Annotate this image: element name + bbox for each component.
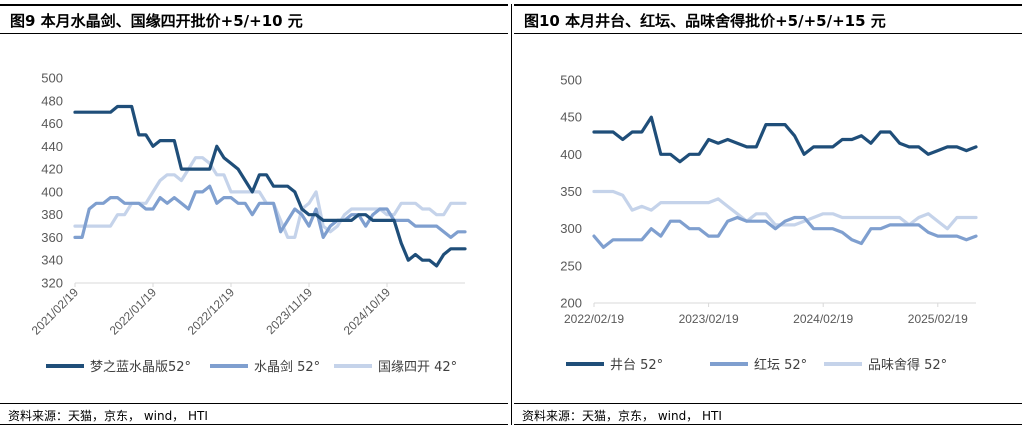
right-chart-title: 图10 本月井台、红坛、品味舍得批价+5/+5/+15 元 [524,12,886,30]
right-chart-panel: 图10 本月井台、红坛、品味舍得批价+5/+5/+15 元 200 250 300 3… [514,0,1022,429]
legend-label: 品味舍得 52° [868,357,947,373]
y-tick-label: 400 [560,147,582,162]
x-tick-label: 2023/11/19 [263,285,315,337]
series-line-0 [73,104,467,268]
left-source-text: 资料来源：天猫，京东， wind， HTI [8,409,208,423]
y-tick-label: 450 [560,110,582,125]
series-line-2 [592,189,978,231]
left-chart-panel: 图9 本月水晶剑、国缘四开批价+5/+10 元 320 340 360 380 400 4… [0,0,508,429]
x-tick-label: 2024/10/19 [341,285,394,338]
x-tick-label: 2024/02/19 [793,312,853,326]
y-tick-label: 440 [41,139,63,154]
y-tick-label: 200 [560,296,582,311]
y-tick-label: 480 [41,93,63,108]
left-chart: 320 340 360 380 400 420 440 460 480 500 2021/02/19… [29,71,467,375]
left-source-bar: 资料来源：天猫，京东， wind， HTI [0,403,508,425]
x-tick-label: 2021/02/19 [29,285,82,338]
y-tick-label: 500 [41,71,63,86]
x-tick-label: 2022/01/19 [107,285,160,338]
y-tick-label: 380 [41,207,63,222]
panel-divider [511,4,512,425]
x-tick-label: 2025/02/19 [908,312,968,326]
y-tick-label: 300 [560,221,582,236]
y-tick-label: 400 [41,184,63,199]
left-title-bar: 图9 本月水晶剑、国缘四开批价+5/+10 元 [0,4,508,34]
legend-label: 水晶剑 52° [254,359,320,375]
y-tick-label: 460 [41,116,63,131]
y-tick-label: 320 [41,276,63,291]
x-tick-label: 2022/12/19 [185,285,238,338]
right-source-text: 资料来源：天猫，京东， wind， HTI [522,409,722,423]
left-chart-title: 图9 本月水晶剑、国缘四开批价+5/+10 元 [10,12,303,30]
right-title-bar: 图10 本月井台、红坛、品味舍得批价+5/+5/+15 元 [514,4,1022,34]
y-tick-label: 420 [41,162,63,177]
right-chart: 200 250 300 350 400 450 500 2022/02/19 2023/02/1… [560,73,978,373]
x-tick-label: 2023/02/19 [679,312,739,326]
right-source-bar: 资料来源：天猫，京东， wind， HTI [514,403,1022,425]
series-line-1 [73,184,467,239]
x-tick-label: 2022/02/19 [564,312,624,326]
legend-label: 梦之蓝水晶版52° [90,360,191,375]
series-line-0 [592,115,978,164]
y-tick-label: 250 [560,258,582,273]
legend-label: 红坛 52° [754,357,807,373]
series-line-1 [592,215,978,249]
y-tick-label: 340 [41,253,63,268]
y-tick-label: 360 [41,230,63,245]
series-line-2 [73,156,467,239]
legend-label: 井台 52° [610,358,663,373]
legend-label: 国缘四开 42° [378,360,457,375]
y-tick-label: 350 [560,184,582,199]
y-tick-label: 500 [560,73,582,88]
